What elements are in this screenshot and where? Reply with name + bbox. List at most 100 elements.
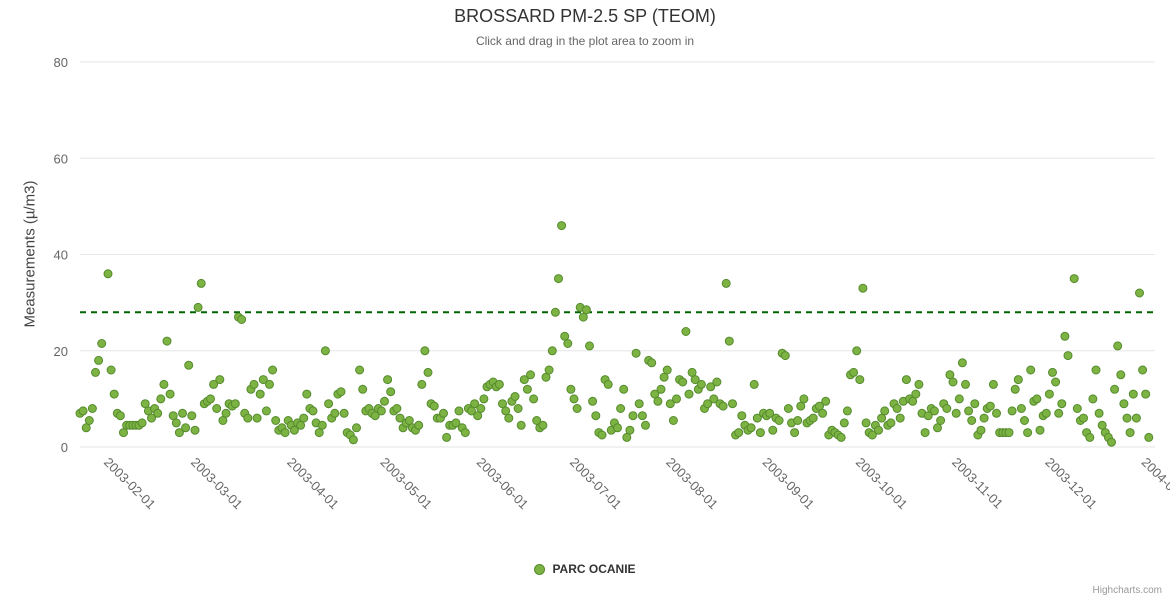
data-point[interactable] [1119, 399, 1129, 409]
data-point[interactable] [522, 384, 532, 394]
data-point[interactable] [423, 367, 433, 377]
data-point[interactable] [451, 418, 461, 428]
data-point[interactable] [544, 365, 554, 375]
data-point[interactable] [749, 379, 759, 389]
data-point[interactable] [184, 360, 194, 370]
data-point[interactable] [799, 394, 809, 404]
data-point[interactable] [1097, 420, 1107, 430]
data-point[interactable] [1069, 274, 1079, 284]
data-point[interactable] [1125, 428, 1135, 438]
data-point[interactable] [842, 406, 852, 416]
data-point[interactable] [936, 416, 946, 425]
data-point[interactable] [513, 404, 523, 413]
data-point[interactable] [348, 435, 358, 445]
data-point[interactable] [672, 394, 681, 404]
data-point[interactable] [709, 394, 719, 404]
data-point[interactable] [532, 416, 542, 425]
data-point[interactable] [929, 406, 939, 416]
data-point[interactable] [470, 399, 480, 409]
data-point[interactable] [861, 418, 871, 428]
data-point[interactable] [516, 420, 526, 430]
data-point[interactable] [597, 430, 607, 440]
data-point[interactable] [119, 428, 128, 438]
data-point[interactable] [171, 418, 181, 428]
data-point[interactable] [314, 428, 324, 438]
data-point[interactable] [1113, 341, 1123, 351]
data-point[interactable] [165, 389, 175, 399]
data-point[interactable] [684, 389, 694, 399]
data-point[interactable] [78, 406, 88, 416]
data-point[interactable] [942, 404, 952, 413]
data-point[interactable] [510, 392, 520, 401]
data-point[interactable] [581, 305, 591, 315]
data-point[interactable] [209, 379, 219, 389]
data-point[interactable] [529, 394, 539, 404]
data-point[interactable] [265, 379, 274, 389]
data-point[interactable] [159, 379, 169, 389]
data-point[interactable] [91, 367, 100, 377]
data-point[interactable] [190, 425, 200, 435]
data-point[interactable] [668, 416, 678, 425]
data-point[interactable] [634, 399, 644, 409]
data-point[interactable] [181, 423, 191, 433]
data-point[interactable] [728, 399, 737, 409]
data-point[interactable] [678, 377, 688, 387]
data-point[interactable] [690, 375, 700, 385]
data-point[interactable] [867, 430, 877, 440]
data-point[interactable] [765, 408, 775, 418]
data-point[interactable] [1057, 399, 1067, 409]
data-point[interactable] [87, 404, 97, 413]
data-point[interactable] [706, 382, 716, 392]
data-point[interactable] [1060, 331, 1070, 341]
data-point[interactable] [339, 408, 349, 418]
data-point[interactable] [979, 413, 989, 423]
data-point[interactable] [911, 389, 921, 399]
data-point[interactable] [752, 413, 762, 423]
data-point[interactable] [383, 375, 393, 385]
data-point[interactable] [1085, 432, 1095, 442]
data-point[interactable] [289, 425, 299, 435]
data-point[interactable] [178, 408, 187, 418]
data-point[interactable] [429, 401, 439, 411]
data-point[interactable] [920, 428, 930, 438]
data-point[interactable] [1091, 365, 1101, 375]
data-point[interactable] [1035, 425, 1045, 435]
data-point[interactable] [1020, 416, 1029, 425]
data-point[interactable] [1128, 389, 1138, 399]
data-point[interactable] [1010, 384, 1020, 394]
data-point[interactable] [174, 428, 184, 438]
data-point[interactable] [656, 384, 666, 394]
data-point[interactable] [591, 411, 601, 421]
data-point[interactable] [147, 413, 156, 423]
data-point[interactable] [221, 408, 231, 418]
data-point[interactable] [808, 413, 818, 423]
data-point[interactable] [140, 399, 150, 409]
data-point[interactable] [1041, 408, 1051, 418]
data-point[interactable] [1026, 365, 1036, 375]
data-point[interactable] [261, 406, 271, 416]
data-point[interactable] [755, 428, 765, 438]
data-point[interactable] [1138, 365, 1148, 375]
data-point[interactable] [258, 375, 268, 385]
data-point[interactable] [948, 377, 958, 387]
data-point[interactable] [308, 406, 318, 416]
data-point[interactable] [212, 404, 222, 413]
data-point[interactable] [821, 396, 831, 406]
data-point[interactable] [737, 411, 747, 421]
data-point[interactable] [631, 348, 641, 358]
data-point[interactable] [137, 418, 147, 428]
data-point[interactable] [336, 387, 346, 397]
data-point[interactable] [880, 406, 890, 416]
data-point[interactable] [1110, 384, 1120, 394]
data-point[interactable] [874, 425, 883, 435]
data-point[interactable] [187, 411, 197, 421]
data-point[interactable] [547, 346, 557, 356]
data-point[interactable] [985, 401, 995, 411]
data-point[interactable] [718, 401, 728, 411]
data-point[interactable] [886, 418, 896, 428]
data-point[interactable] [404, 416, 414, 425]
data-point[interactable] [895, 413, 905, 423]
data-point[interactable] [1004, 428, 1014, 438]
data-point[interactable] [637, 411, 647, 421]
